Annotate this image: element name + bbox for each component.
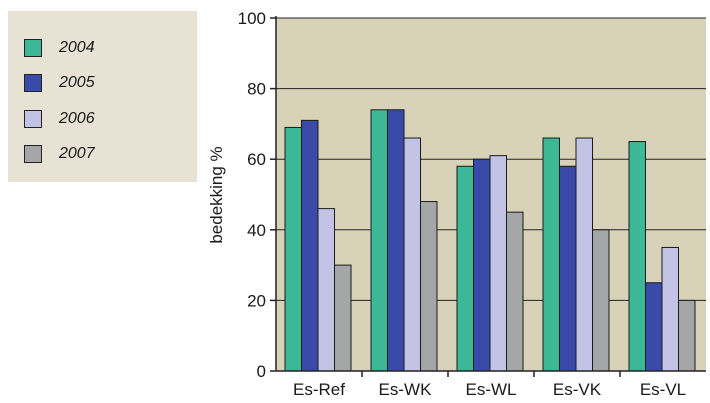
y-tick-label: 40 bbox=[247, 221, 266, 240]
y-tick-label: 80 bbox=[247, 80, 266, 99]
bar-Es-Ref-2007 bbox=[334, 264, 352, 372]
bar-Es-VL-2007 bbox=[678, 299, 696, 372]
bar-Es-Ref-2006 bbox=[317, 208, 335, 372]
legend-swatch-2004 bbox=[24, 39, 42, 57]
bar-Es-WL-2005 bbox=[473, 158, 491, 372]
bar-Es-WK-2006 bbox=[403, 137, 421, 372]
legend-label-2006: 2006 bbox=[59, 110, 95, 127]
y-tick-label: 0 bbox=[257, 362, 266, 381]
x-tick-label: Es-VK bbox=[553, 380, 602, 399]
bar-Es-VK-2007 bbox=[592, 229, 610, 372]
bar-Es-VL-2005 bbox=[645, 282, 663, 372]
legend-swatch-2005 bbox=[24, 74, 42, 92]
bar-Es-Ref-2005 bbox=[301, 119, 319, 372]
bar-Es-Ref-2004 bbox=[284, 126, 302, 372]
y-tick-label: 100 bbox=[238, 9, 266, 28]
legend-swatch-2007 bbox=[24, 145, 42, 163]
bar-Es-WK-2005 bbox=[387, 109, 405, 372]
bar-Es-VL-2004 bbox=[628, 141, 646, 372]
bar-Es-VK-2004 bbox=[542, 137, 560, 372]
legend-label-2004: 2004 bbox=[59, 39, 95, 56]
x-tick-label: Es-Ref bbox=[293, 380, 345, 399]
bar-Es-WL-2006 bbox=[489, 155, 507, 372]
x-tick-label: Es-WL bbox=[466, 380, 517, 399]
legend-item-2004: 2004 bbox=[24, 38, 95, 58]
y-tick-label: 20 bbox=[247, 291, 266, 310]
bar-Es-WL-2004 bbox=[456, 165, 474, 372]
y-tick-label: 60 bbox=[247, 150, 266, 169]
x-tick-label: Es-WK bbox=[379, 380, 433, 399]
legend-label-2007: 2007 bbox=[59, 145, 95, 162]
legend-item-2007: 2007 bbox=[24, 144, 95, 164]
legend-label-2005: 2005 bbox=[59, 74, 95, 91]
x-tick-label: Es-VL bbox=[640, 380, 686, 399]
legend-item-2005: 2005 bbox=[24, 73, 95, 93]
bar-Es-VK-2005 bbox=[559, 165, 577, 372]
bar-Es-VL-2006 bbox=[661, 246, 679, 372]
bar-Es-WL-2007 bbox=[506, 211, 524, 372]
legend-item-2006: 2006 bbox=[24, 109, 95, 129]
bar-Es-WK-2004 bbox=[370, 109, 388, 372]
chart-legend: 2004 2005 2006 2007 bbox=[8, 11, 197, 182]
bar-Es-WK-2007 bbox=[420, 201, 438, 372]
bar-Es-VK-2006 bbox=[575, 137, 593, 372]
legend-swatch-2006 bbox=[24, 110, 42, 128]
y-axis-title: bedekking % bbox=[207, 146, 226, 243]
